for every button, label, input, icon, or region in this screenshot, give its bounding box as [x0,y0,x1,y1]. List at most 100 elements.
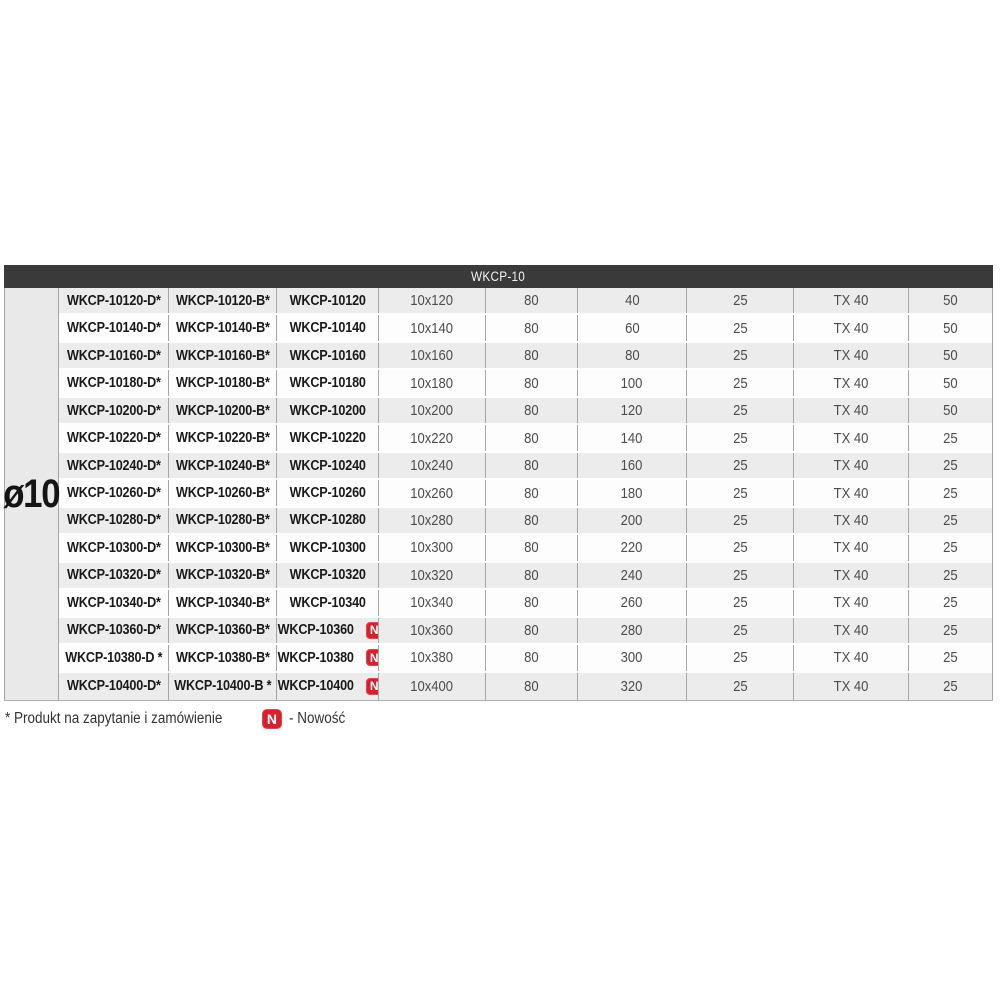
cell-code-b: WKCP-10280-B* [169,507,277,534]
size-value: 10x140 [410,319,454,337]
v1-value: 80 [524,511,539,529]
cell-drive: TX 40 [794,480,909,506]
cell-v4: 25 [909,425,992,450]
cell-v3: 25 [687,288,794,314]
cell-drive: TX 40 [794,645,909,671]
cell-v2: 300 [578,645,687,671]
v4-value: 50 [943,374,958,392]
cell-code-b: WKCP-10300-B* [169,535,277,561]
v2-value: 140 [621,429,643,447]
cell-code-b: WKCP-10240-B* [169,452,277,479]
product-code-d: WKCP-10180-D* [66,375,161,392]
v4-value: 25 [943,621,958,639]
cell-size: 10x320 [379,562,486,589]
cell-code-b: WKCP-10360-B* [169,617,277,644]
cell-drive: TX 40 [794,590,909,616]
cell-v1: 80 [486,370,578,396]
v3-value: 25 [732,319,748,337]
v4-value: 25 [943,566,958,584]
v3-value: 25 [732,649,748,667]
v4-value: 50 [943,347,958,365]
table-row: WKCP-10240-D* WKCP-10240-B* WKCP-10240N … [59,452,992,481]
cell-v2: 40 [578,288,687,314]
product-code: WKCP-10180 [289,375,366,392]
cell-v1: 80 [486,480,578,506]
size-value: 10x180 [410,374,454,392]
drive-value: TX 40 [833,484,869,502]
cell-code-d: WKCP-10280-D* [59,507,169,534]
drive-value: TX 40 [833,539,869,557]
cell-drive: TX 40 [794,672,909,701]
cell-v1: 80 [486,342,578,369]
table-header-bar: WKCP-10 [4,265,993,288]
cell-v3: 25 [687,617,794,644]
cell-v3: 25 [687,425,794,451]
product-code-b: WKCP-10360-B* [175,622,270,639]
product-code: WKCP-10260 [289,485,366,502]
cell-v4: 25 [909,645,992,670]
product-code-b: WKCP-10200-B* [175,402,270,419]
cell-v1: 80 [486,288,578,314]
cell-code-d: WKCP-10160-D* [59,342,169,369]
table-row: WKCP-10200-D* WKCP-10200-B* WKCP-10200N … [59,397,992,426]
cell-size: 10x360 [379,617,486,644]
cell-code-b: WKCP-10380-B* [169,645,277,671]
v3-value: 25 [732,511,748,529]
v3-value: 25 [732,292,748,310]
new-badge-icon: N [365,677,378,695]
size-value: 10x240 [410,457,454,475]
product-code: WKCP-10300 [289,539,366,556]
cell-code-b: WKCP-10340-B* [169,590,277,616]
cell-drive: TX 40 [794,315,909,341]
size-value: 10x380 [410,649,454,667]
cell-v3: 25 [687,590,794,616]
cell-code-d: WKCP-10200-D* [59,397,169,424]
v1-value: 80 [524,457,539,475]
v1-value: 80 [524,292,539,310]
cell-code-b: WKCP-10220-B* [169,425,277,451]
product-code-d: WKCP-10120-D* [66,292,161,309]
cell-drive: TX 40 [794,452,909,479]
v2-value: 200 [621,511,643,529]
cell-v3: 25 [687,507,794,534]
v4-value: 25 [943,511,958,529]
cell-size: 10x180 [379,370,486,396]
footnote: * Produkt na zapytanie i zamówienie N - … [5,709,353,729]
cell-drive: TX 40 [794,617,909,644]
drive-value: TX 40 [833,677,869,695]
product-code: WKCP-10380 [277,649,355,666]
product-code: WKCP-10120 [289,292,366,309]
drive-value: TX 40 [833,374,869,392]
cell-v2: 220 [578,535,687,561]
table-title: WKCP-10 [471,269,526,284]
cell-v4: 25 [909,508,992,533]
v4-value: 25 [943,677,958,695]
v1-value: 80 [524,484,539,502]
cell-code: WKCP-10140N [277,315,379,341]
v2-value: 320 [621,677,643,695]
table-row: WKCP-10380-D * WKCP-10380-B* WKCP-10380 N… [59,645,992,673]
v3-value: 25 [732,484,748,502]
product-code-d: WKCP-10220-D* [66,430,161,447]
size-value: 10x260 [410,484,454,502]
cell-code-d: WKCP-10180-D* [59,370,169,396]
v2-value: 280 [621,621,643,639]
cell-code-b: WKCP-10140-B* [169,315,277,341]
drive-value: TX 40 [833,319,869,337]
cell-v4: 25 [909,453,992,478]
v1-value: 80 [524,566,539,584]
v4-value: 25 [943,539,958,557]
new-badge-icon: N [365,649,378,667]
v2-value: 220 [621,539,643,557]
product-code: WKCP-10240 [289,457,366,474]
cell-v2: 280 [578,617,687,644]
product-code-b: WKCP-10280-B* [175,512,270,529]
v1-value: 80 [524,429,539,447]
cell-v2: 140 [578,425,687,451]
v1-value: 80 [524,319,539,337]
size-value: 10x320 [410,566,454,584]
cell-v4: 50 [909,315,992,340]
v1-value: 80 [524,594,539,612]
cell-v2: 100 [578,370,687,396]
cell-v3: 25 [687,342,794,369]
